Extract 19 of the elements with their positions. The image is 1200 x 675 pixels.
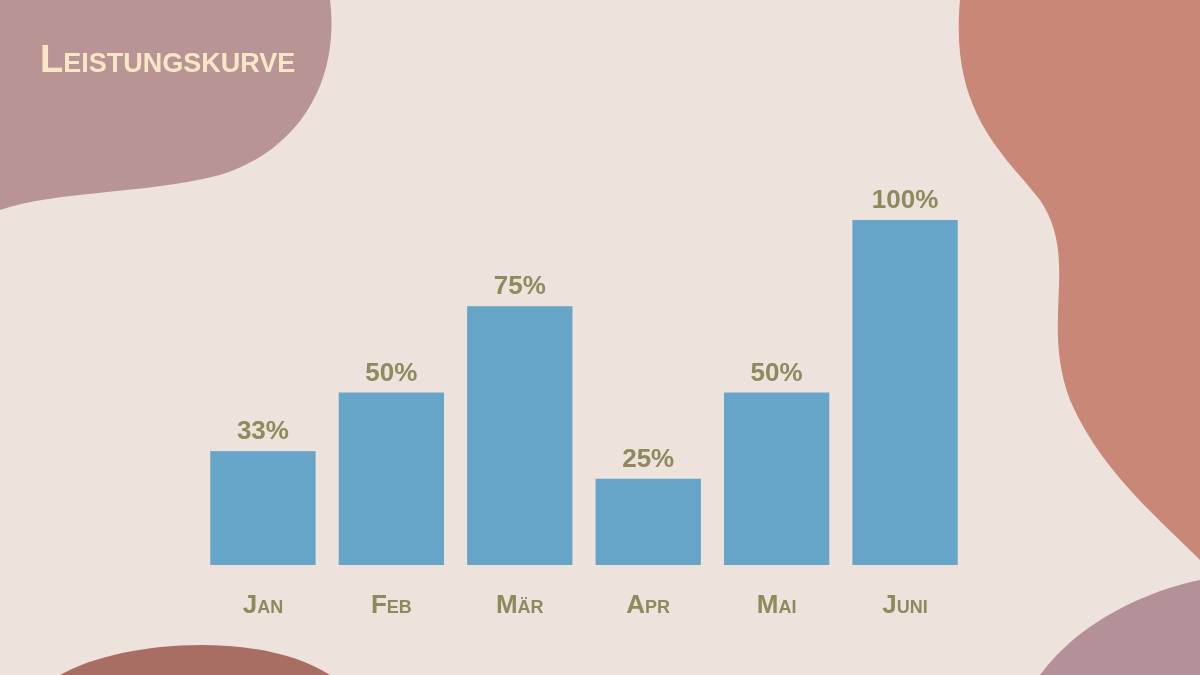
bar [595,478,701,565]
data-label: 50% [365,356,418,387]
x-tick-label: Mai [756,589,797,619]
data-label: 50% [750,356,803,387]
chart-title: Leistungskurve [40,38,296,80]
x-tick-label: Mär [495,589,544,619]
bar [723,392,830,565]
x-tick-label: Juni [882,589,928,619]
x-tick-label: Jan [242,589,284,619]
data-label: 75% [493,270,546,301]
data-label: 100% [871,184,939,214]
x-tick-label: Feb [370,589,412,619]
bar [338,392,445,565]
x-tick-label: Apr [626,589,671,619]
bar [210,451,316,565]
bar [852,220,958,565]
data-label: 25% [622,442,675,473]
data-label: 33% [236,415,289,446]
bar [467,306,573,565]
